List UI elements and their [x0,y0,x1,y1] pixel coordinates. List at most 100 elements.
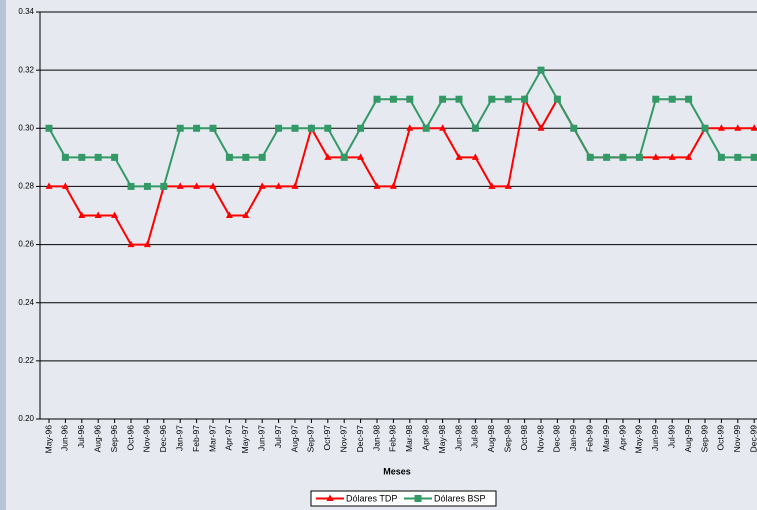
data-point [128,183,135,190]
x-tick-label: Nov-99 [732,425,742,453]
x-tick-label: Jul-97 [273,425,283,448]
data-point [620,154,627,161]
data-point [456,96,463,103]
data-point [341,154,348,161]
x-tick-label: Sep-98 [502,425,512,453]
data-point [488,96,495,103]
data-point [242,154,249,161]
y-tick-label: 0.26 [18,240,34,249]
data-point [521,96,528,103]
x-tick-label: May-99 [634,425,644,454]
x-tick-label: Oct-99 [716,425,726,451]
data-point [636,154,643,161]
data-point [160,183,167,190]
x-tick-label: Feb-97 [191,425,201,452]
x-tick-label: Aug-97 [289,425,299,453]
x-tick-label: May-97 [240,425,250,454]
y-tick-label: 0.20 [18,414,34,423]
x-tick-label: Dec-99 [748,425,757,453]
data-point [652,96,659,103]
x-tick-label: Mar-99 [601,425,611,452]
x-tick-label: Nov-97 [338,425,348,453]
data-point [324,125,331,132]
data-point [702,125,709,132]
x-tick-label: Sep-99 [699,425,709,453]
x-tick-label: Jan-97 [174,425,184,451]
data-point [734,154,741,161]
x-tick-label: Nov-96 [142,425,152,453]
x-tick-label: Apr-99 [617,425,627,451]
data-point [292,125,299,132]
x-tick-label: Oct-96 [125,425,135,451]
data-point [78,154,85,161]
y-tick-label: 0.32 [18,65,34,74]
y-tick-label: 0.22 [18,356,34,365]
page: {"chart_data": {"type": "line", "x_label… [0,0,757,510]
x-tick-label: Jun-97 [256,425,266,451]
data-point [505,96,512,103]
x-tick-label: Sep-97 [306,425,316,453]
x-tick-label: Sep-96 [109,425,119,453]
data-point [538,67,545,74]
x-tick-label: Aug-96 [92,425,102,453]
data-point [570,125,577,132]
data-point [95,154,102,161]
x-tick-label: Dec-96 [158,425,168,453]
data-point [374,96,381,103]
x-tick-label: Apr-97 [224,425,234,451]
data-point [46,125,53,132]
x-tick-label: Feb-98 [388,425,398,452]
data-point [177,125,184,132]
data-point [275,125,282,132]
data-point [718,154,725,161]
data-point [603,154,610,161]
data-point [226,154,233,161]
data-point [587,154,594,161]
x-tick-label: Feb-99 [584,425,594,452]
x-tick-label: Mar-98 [404,425,414,452]
x-tick-label: Aug-99 [683,425,693,453]
x-tick-label: Jun-96 [60,425,70,451]
data-point [259,154,266,161]
x-tick-label: Jan-98 [371,425,381,451]
x-axis-label: Meses [383,466,411,476]
data-point [669,96,676,103]
data-point [685,96,692,103]
x-tick-label: Jul-99 [666,425,676,448]
data-point [144,183,151,190]
x-tick-label: Dec-97 [355,425,365,453]
x-tick-label: May-98 [437,425,447,454]
data-point [472,125,479,132]
left-strip [0,0,6,510]
legend-label: Dólares TDP [346,493,397,503]
x-tick-label: Jun-98 [453,425,463,451]
x-tick-label: Jul-98 [470,425,480,448]
x-tick-label: Oct-98 [519,425,529,451]
y-tick-label: 0.30 [18,123,34,132]
x-tick-label: Jul-96 [76,425,86,448]
y-tick-label: 0.24 [18,298,34,307]
legend: Dólares TDP Dólares BSP [311,491,496,506]
x-tick-label: Oct-97 [322,425,332,451]
data-point [390,96,397,103]
legend-label: Dólares BSP [434,493,486,503]
data-point [423,125,430,132]
x-tick-label: Apr-98 [420,425,430,451]
y-tick-label: 0.34 [18,7,34,16]
x-tick-label: Aug-98 [486,425,496,453]
x-tick-label: Jan-99 [568,425,578,451]
data-point [308,125,315,132]
data-point [751,154,757,161]
data-point [357,125,364,132]
x-tick-label: Dec-98 [552,425,562,453]
data-point [439,96,446,103]
x-tick-label: May-96 [43,425,53,454]
legend-marker [415,495,422,502]
data-point [406,96,413,103]
data-point [193,125,200,132]
x-tick-label: Nov-98 [535,425,545,453]
data-point [210,125,217,132]
x-tick-label: Mar-97 [207,425,217,452]
x-tick-label: Jun-99 [650,425,660,451]
data-point [62,154,69,161]
